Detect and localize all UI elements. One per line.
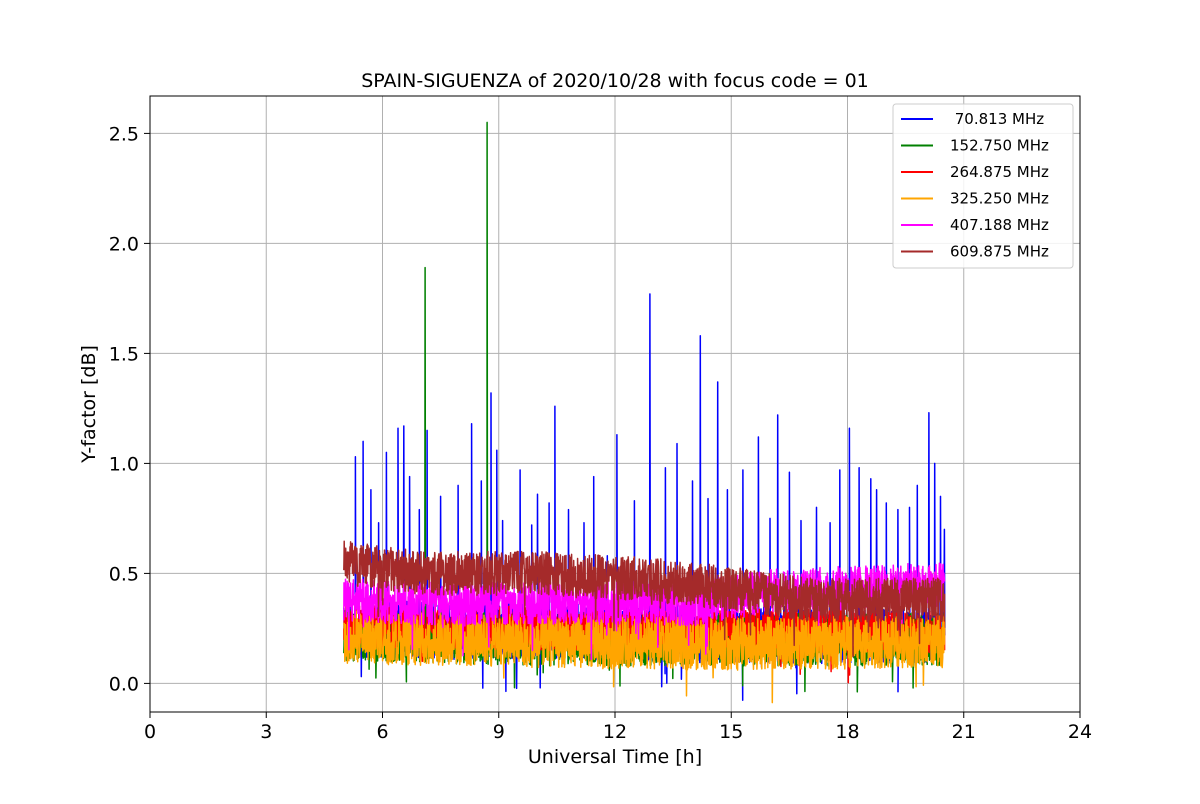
x-tick-label: 6 bbox=[376, 721, 388, 743]
x-tick-label: 0 bbox=[144, 721, 156, 743]
series-line bbox=[343, 610, 946, 704]
y-tick-label: 0.5 bbox=[109, 563, 139, 585]
legend-label: 70.813 MHz bbox=[950, 110, 1044, 128]
y-tick-label: 1.5 bbox=[109, 343, 139, 365]
y-axis-label: Y-factor [dB] bbox=[78, 345, 100, 464]
legend-label: 325.250 MHz bbox=[950, 190, 1049, 208]
x-axis-label: Universal Time [h] bbox=[528, 746, 702, 768]
y-tick-label: 0.0 bbox=[109, 673, 139, 695]
x-tick-label: 15 bbox=[719, 721, 743, 743]
legend-label: 407.188 MHz bbox=[950, 216, 1049, 234]
legend-box bbox=[892, 103, 1074, 269]
legend-label: 152.750 MHz bbox=[950, 137, 1049, 155]
legend-label: 264.875 MHz bbox=[950, 163, 1049, 181]
x-axis: 0 3 6 9 12 15 18 21 24 bbox=[144, 712, 1092, 743]
y-axis: 0.0 0.5 1.0 1.5 2.0 2.5 bbox=[109, 123, 150, 695]
x-tick-label: 18 bbox=[835, 721, 859, 743]
x-tick-label: 9 bbox=[493, 721, 505, 743]
x-tick-label: 24 bbox=[1068, 721, 1092, 743]
y-tick-label: 1.0 bbox=[109, 453, 139, 475]
x-tick-label: 21 bbox=[952, 721, 976, 743]
y-tick-label: 2.0 bbox=[109, 233, 139, 255]
series-layer bbox=[343, 121, 946, 704]
y-tick-label: 2.5 bbox=[109, 123, 139, 145]
legend: 70.813 MHz 152.750 MHz 264.875 MHz 325.250 … bbox=[892, 103, 1074, 269]
x-tick-label: 3 bbox=[260, 721, 272, 743]
chart-title: SPAIN-SIGUENZA of 2020/10/28 with focus … bbox=[361, 70, 869, 92]
series-line bbox=[343, 540, 946, 658]
x-tick-label: 12 bbox=[603, 721, 627, 743]
legend-label: 609.875 MHz bbox=[950, 243, 1049, 261]
